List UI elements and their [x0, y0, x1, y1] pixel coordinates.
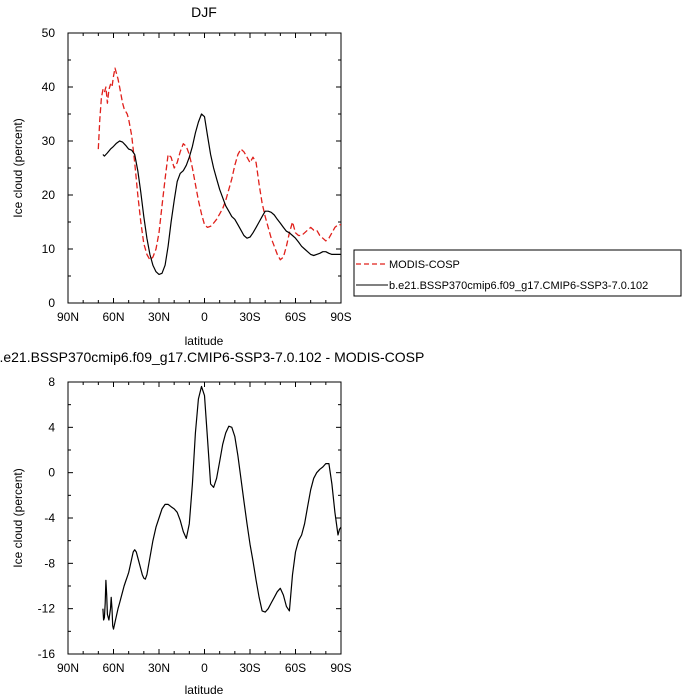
legend-label-modis: MODIS-COSP — [389, 259, 460, 271]
bottom-chart-title: b.e21.BSSP370cmip6.f09_g17.CMIP6-SSP3-7.… — [0, 349, 424, 365]
x-tick-label: 60S — [285, 310, 306, 324]
series-line-0 — [97, 67, 341, 261]
x-tick-label: 90N — [57, 310, 79, 324]
x-tick-label: 60S — [285, 661, 306, 675]
y-tick-label: 30 — [42, 134, 56, 148]
x-tick-label: 30N — [148, 661, 170, 675]
legend-box — [353, 249, 682, 297]
y-tick-label: -8 — [44, 556, 55, 570]
bottom-y-axis-label: Ice cloud (percent) — [11, 468, 25, 567]
y-tick-label: 20 — [42, 188, 56, 202]
x-tick-label: 90S — [330, 310, 351, 324]
y-tick-label: 4 — [48, 420, 55, 434]
bottom-x-ticks: 90N 60N 30N 0 30S 60S 90S — [57, 382, 352, 675]
y-tick-label: -4 — [44, 511, 55, 525]
y-tick-label: 8 — [48, 375, 55, 389]
y-tick-label: -16 — [38, 647, 56, 661]
top-panel: DJF 90N 60N 30N 0 30S 60S 90S 0 10 20 30 40 50 lati… — [11, 4, 682, 348]
x-tick-label: 60N — [102, 310, 124, 324]
y-tick-label: 40 — [42, 80, 56, 94]
y-tick-label: 0 — [48, 296, 55, 310]
bottom-panel: b.e21.BSSP370cmip6.f09_g17.CMIP6-SSP3-7.… — [0, 349, 424, 697]
bottom-y-ticks: -16 -12 -8 -4 0 4 8 — [38, 375, 341, 661]
x-tick-label: 30S — [239, 310, 260, 324]
series-line-1 — [102, 113, 341, 275]
top-x-ticks: 90N 60N 30N 0 30S 60S 90S — [57, 33, 352, 324]
bottom-series-group — [102, 385, 342, 630]
top-x-axis-label: latitude — [185, 334, 224, 348]
x-tick-label: 0 — [201, 661, 208, 675]
x-tick-label: 90S — [330, 661, 351, 675]
top-y-axis-label: Ice cloud (percent) — [11, 118, 25, 217]
x-tick-label: 0 — [201, 310, 208, 324]
x-tick-label: 90N — [57, 661, 79, 675]
top-series-group — [97, 67, 341, 275]
legend: MODIS-COSP b.e21.BSSP370cmip6.f09_g17.CM… — [353, 249, 682, 297]
y-tick-label: 10 — [42, 242, 56, 256]
bottom-plot-frame — [67, 381, 342, 655]
x-tick-label: 60N — [102, 661, 124, 675]
series-line-0 — [102, 385, 342, 630]
bottom-x-axis-label: latitude — [185, 683, 224, 697]
y-tick-label: 50 — [42, 26, 56, 40]
y-tick-label: -12 — [38, 602, 56, 616]
x-tick-label: 30S — [239, 661, 260, 675]
legend-label-model: b.e21.BSSP370cmip6.f09_g17.CMIP6-SSP3-7.… — [389, 280, 648, 292]
top-plot-frame — [67, 32, 342, 304]
y-tick-label: 0 — [48, 466, 55, 480]
top-y-ticks: 0 10 20 30 40 50 — [42, 26, 341, 310]
x-tick-label: 30N — [148, 310, 170, 324]
top-chart-title: DJF — [191, 4, 217, 20]
